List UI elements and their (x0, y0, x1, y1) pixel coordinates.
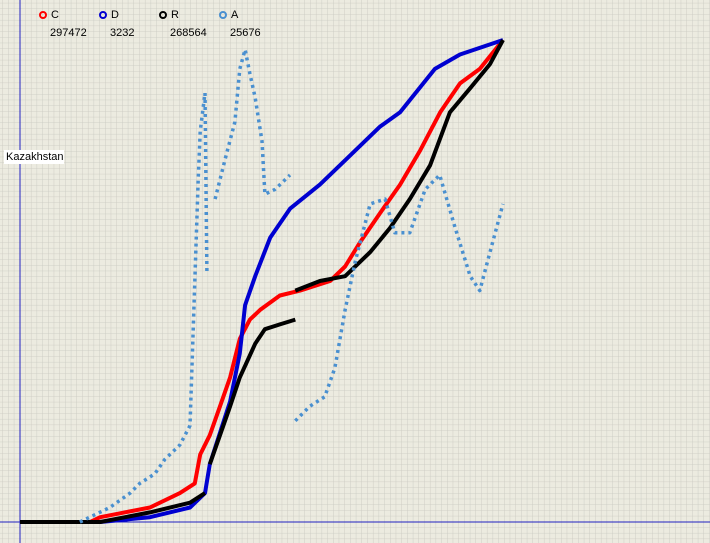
series-line (79, 47, 505, 524)
series-line (20, 38, 504, 524)
series-line (20, 38, 505, 524)
legend-marker (39, 11, 47, 19)
legend-value: 25676 (230, 27, 261, 39)
legend-marker (159, 11, 167, 19)
legend-value: 3232 (110, 27, 134, 39)
legend-marker (99, 11, 107, 19)
series-line (20, 39, 505, 524)
legend-value: 268564 (170, 27, 207, 39)
legend-name: R (171, 9, 179, 21)
legend-name: C (51, 9, 59, 21)
annotation: Kazakhstan (6, 151, 63, 163)
legend-name: D (111, 9, 119, 21)
annotation-box (4, 150, 64, 164)
legend-name: A (231, 9, 239, 21)
legend-value: 297472 (50, 27, 87, 39)
legend-marker (219, 11, 227, 19)
